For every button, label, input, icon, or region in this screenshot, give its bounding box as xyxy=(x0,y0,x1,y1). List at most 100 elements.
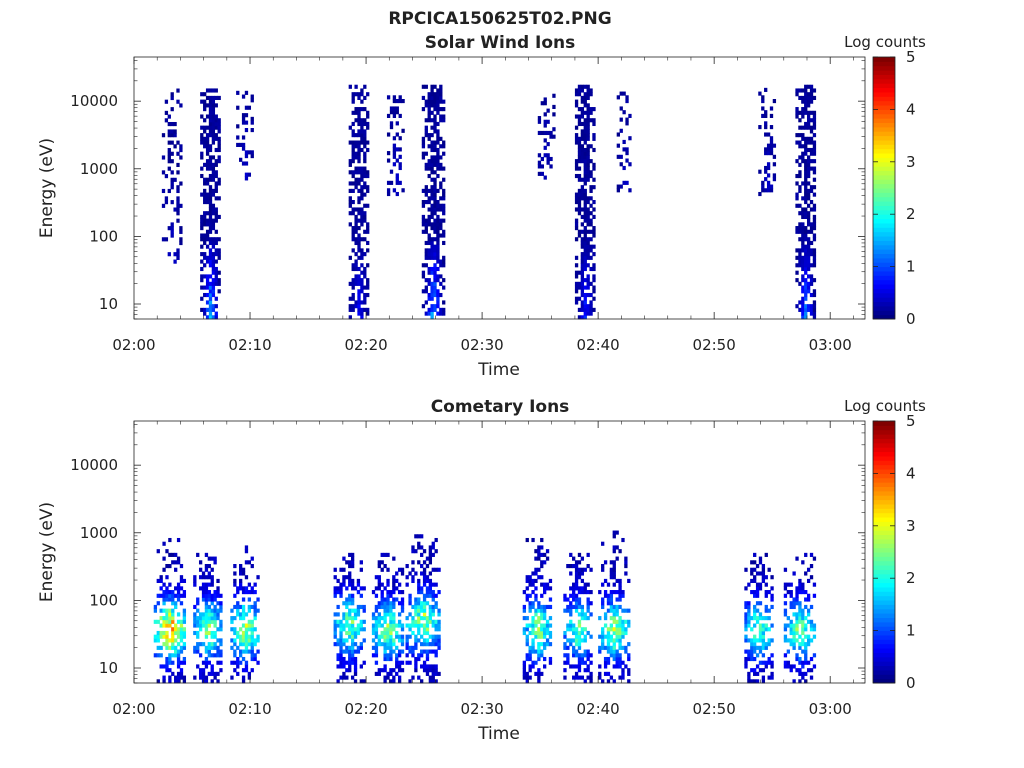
heatmap-cell xyxy=(806,593,811,598)
heatmap-cell xyxy=(598,664,602,669)
heatmap-cell xyxy=(239,634,243,639)
heatmap-cell xyxy=(601,597,605,602)
heatmap-cell xyxy=(577,575,582,580)
heatmap-cell xyxy=(159,653,163,658)
heatmap-cell xyxy=(167,159,171,164)
colorbar-segment xyxy=(873,222,895,228)
heatmap-cell xyxy=(392,642,396,647)
heatmap-cell xyxy=(339,619,343,624)
heatmap-cell xyxy=(233,630,237,636)
colorbar-segment xyxy=(873,270,895,276)
heatmap-cell xyxy=(217,121,221,127)
heatmap-cell xyxy=(239,604,243,610)
heatmap-cell xyxy=(801,155,805,160)
heatmap-cell xyxy=(351,144,355,149)
heatmap-cell xyxy=(586,118,590,123)
heatmap-cell xyxy=(241,679,246,684)
heatmap-cell xyxy=(572,564,576,569)
heatmap-cell xyxy=(431,545,435,550)
heatmap-cell xyxy=(436,278,440,283)
heatmap-cell xyxy=(427,222,431,227)
heatmap-cell xyxy=(618,630,622,636)
heatmap-cell xyxy=(628,162,632,167)
heatmap-cell xyxy=(430,266,434,272)
heatmap-cell xyxy=(421,203,426,208)
heatmap-cell xyxy=(583,103,587,108)
heatmap-cell xyxy=(612,582,616,587)
heatmap-cell xyxy=(574,604,579,610)
heatmap-cell xyxy=(540,101,544,106)
heatmap-cell xyxy=(427,159,431,164)
heatmap-cell xyxy=(804,278,808,283)
heatmap-cell xyxy=(348,630,352,636)
heatmap-cell xyxy=(159,593,163,598)
heatmap-cell xyxy=(176,582,181,587)
heatmap-cell xyxy=(244,590,249,595)
heatmap-cell xyxy=(574,166,579,171)
heatmap-cell xyxy=(217,248,221,253)
heatmap-cell xyxy=(442,188,446,193)
heatmap-cell xyxy=(433,218,437,223)
heatmap-cell xyxy=(809,619,814,624)
heatmap-cell xyxy=(434,623,438,628)
heatmap-cell xyxy=(200,155,204,160)
heatmap-cell xyxy=(606,634,611,639)
heatmap-cell xyxy=(198,575,203,580)
heatmap-cell xyxy=(214,188,218,193)
heatmap-cell xyxy=(534,593,538,598)
heatmap-cell xyxy=(442,207,446,212)
heatmap-cell xyxy=(589,144,593,149)
heatmap-cell xyxy=(586,616,590,621)
heatmap-cell xyxy=(431,642,435,647)
heatmap-cell xyxy=(577,114,582,119)
heatmap-cell xyxy=(159,586,163,591)
heatmap-cell xyxy=(589,188,593,193)
heatmap-cell xyxy=(786,616,790,621)
heatmap-cell xyxy=(586,103,590,108)
heatmap-cell xyxy=(795,653,799,658)
colorbar-segment xyxy=(873,266,895,272)
heatmap-cell xyxy=(436,292,440,298)
heatmap-cell xyxy=(804,634,808,639)
colorbar-segment xyxy=(873,310,895,316)
heatmap-cell xyxy=(563,642,567,647)
colorbar-segment xyxy=(873,157,895,163)
heatmap-cell xyxy=(421,95,426,100)
heatmap-cell xyxy=(179,630,184,636)
heatmap-cell xyxy=(804,226,808,231)
heatmap-cell xyxy=(256,597,260,602)
heatmap-cell xyxy=(176,162,180,168)
heatmap-cell xyxy=(366,285,370,290)
heatmap-cell xyxy=(214,118,218,123)
heatmap-cell xyxy=(162,608,166,613)
heatmap-cell xyxy=(577,664,582,669)
heatmap-cell xyxy=(798,125,802,130)
heatmap-cell xyxy=(580,107,585,112)
heatmap-cell xyxy=(350,578,355,583)
heatmap-cell xyxy=(176,248,180,253)
heatmap-cell xyxy=(580,274,585,279)
heatmap-cell xyxy=(431,582,435,587)
heatmap-cell xyxy=(250,642,254,647)
heatmap-cell xyxy=(366,114,370,119)
heatmap-cell xyxy=(528,668,532,673)
heatmap-cell xyxy=(405,653,409,658)
heatmap-cell xyxy=(806,612,811,617)
heatmap-cell xyxy=(786,623,790,628)
heatmap-cell xyxy=(241,612,246,617)
heatmap-cell xyxy=(427,144,431,149)
heatmap-cell xyxy=(208,177,213,182)
heatmap-cell xyxy=(586,166,590,171)
heatmap-cell xyxy=(201,623,206,628)
heatmap-cell xyxy=(801,627,805,632)
heatmap-cell xyxy=(606,582,611,587)
heatmap-cell xyxy=(211,125,216,130)
heatmap-cell xyxy=(577,315,582,320)
heatmap-cell xyxy=(216,671,220,676)
heatmap-cell xyxy=(806,92,811,97)
heatmap-cell xyxy=(201,586,206,591)
heatmap-cell xyxy=(427,214,431,219)
heatmap-cell xyxy=(213,645,217,650)
heatmap-cell xyxy=(545,582,550,587)
heatmap-cell xyxy=(386,567,390,572)
